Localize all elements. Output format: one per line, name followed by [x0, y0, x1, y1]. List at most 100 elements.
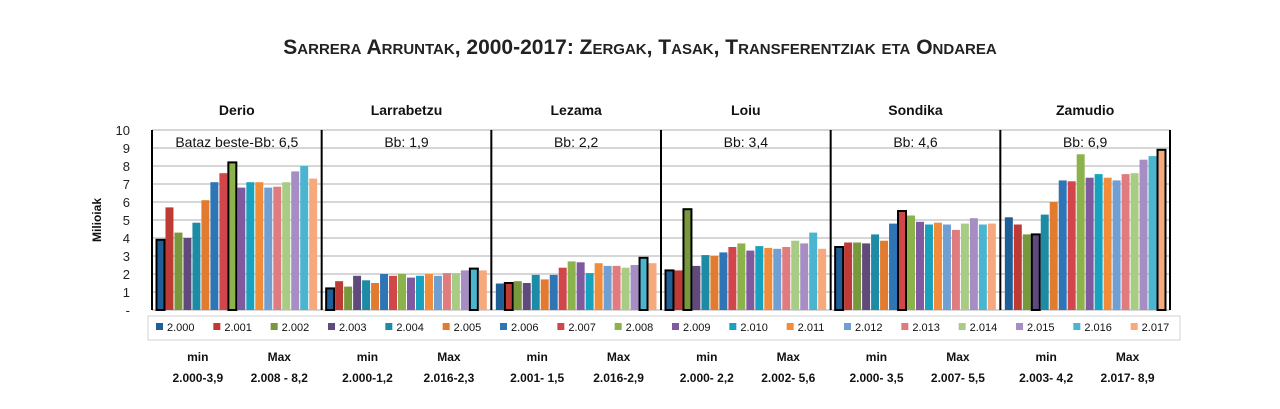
bar-zamudio-2.001 — [1013, 224, 1022, 310]
bar-larrabetzu-2.006 — [380, 274, 389, 310]
chart-title: Sarrera Arruntak, 2000-2017: Zergak, Tas… — [283, 36, 997, 59]
bar-sondika-2.003 — [862, 243, 871, 310]
bar-derio-2.000 — [155, 238, 166, 311]
bar-derio-2.008 — [227, 161, 238, 311]
bar-zamudio-2.017 — [1156, 148, 1167, 311]
legend-swatch — [270, 323, 278, 330]
legend-item: 2.006 — [511, 322, 539, 334]
bar-zamudio-2.012 — [1112, 180, 1121, 310]
bar-loiu-2.009 — [746, 250, 755, 310]
bar-sondika-2.011 — [933, 222, 942, 310]
legend-swatch — [442, 323, 450, 330]
bar-larrabetzu-2.010 — [415, 275, 424, 310]
bar-lezama-2.004 — [531, 274, 540, 310]
min-value: 2.001- 1,5 — [510, 371, 564, 385]
panel-average-label: Bb: 6,9 — [1063, 134, 1108, 150]
bar-derio-2.016 — [300, 166, 309, 310]
legend-item: 2.015 — [1027, 322, 1055, 334]
panel-average-label: Bataz beste-Bb: 6,5 — [175, 134, 298, 150]
bar-larrabetzu-2.009 — [407, 277, 415, 310]
legend-swatch — [1130, 323, 1138, 330]
bar-sondika-2.015 — [969, 218, 978, 310]
bar-sondika-2.008 — [907, 215, 915, 310]
legend-swatch — [1073, 323, 1081, 330]
bar-zamudio-2.014 — [1130, 173, 1139, 310]
y-tick-label: 3 — [123, 249, 130, 264]
bar-sondika-2.010 — [924, 224, 933, 310]
bar-larrabetzu-2.000 — [325, 287, 336, 311]
legend-swatch — [328, 323, 335, 330]
legend-swatch — [844, 323, 851, 330]
bar-lezama-2.015 — [630, 265, 639, 310]
y-tick-label: 4 — [123, 231, 130, 246]
bar-loiu-2.005 — [710, 256, 719, 310]
legend-item: 2.008 — [626, 322, 654, 334]
bar-lezama-2.003 — [522, 283, 531, 310]
bar-lezama-2.010 — [585, 273, 594, 310]
legend-swatch — [958, 323, 966, 330]
bar-loiu-2.007 — [728, 247, 737, 310]
legend-item: 2.004 — [396, 322, 424, 334]
y-tick-label: 7 — [123, 177, 130, 192]
bar-derio-2.010 — [246, 182, 255, 310]
min-value: 2.000-1,2 — [342, 371, 393, 385]
legend-item: 2.010 — [740, 322, 768, 334]
max-label: Max — [946, 350, 970, 364]
bar-loiu-2.017 — [818, 248, 827, 310]
max-label: Max — [437, 350, 461, 364]
legend-item: 2.001 — [224, 322, 252, 334]
bar-derio-2.015 — [291, 171, 300, 310]
bar-zamudio-2.004 — [1040, 214, 1049, 310]
max-label: Max — [268, 350, 292, 364]
bar-loiu-2.016 — [809, 232, 818, 310]
legend-item: 2.013 — [912, 322, 940, 334]
bar-derio-2.014 — [282, 182, 291, 310]
bar-loiu-2.013 — [782, 247, 791, 310]
legend-swatch — [1016, 323, 1023, 330]
panel-average-label: Bb: 4,6 — [893, 134, 938, 150]
panel-average-label: Bb: 1,9 — [384, 134, 429, 150]
min-label: min — [187, 350, 208, 364]
bar-lezama-2.007 — [558, 267, 567, 310]
y-axis-label: Milioiak — [90, 198, 104, 242]
max-value: 2.002- 5,6 — [761, 371, 815, 385]
panel-average-label: Bb: 2,2 — [554, 134, 599, 150]
bar-zamudio-2.002 — [1022, 234, 1031, 310]
bar-loiu-2.006 — [719, 252, 728, 310]
bar-loiu-2.011 — [764, 247, 773, 310]
bar-derio-2.011 — [255, 182, 264, 310]
y-tick-label: 10 — [116, 123, 130, 138]
min-label: min — [526, 350, 547, 364]
bar-larrabetzu-2.012 — [433, 275, 442, 310]
bar-larrabetzu-2.017 — [478, 270, 487, 310]
bar-lezama-2.005 — [540, 279, 549, 310]
legend-swatch — [557, 323, 565, 330]
panel-title: Larrabetzu — [371, 102, 443, 118]
bar-lezama-2.001 — [503, 282, 514, 311]
bar-lezama-2.000 — [495, 283, 504, 310]
bar-zamudio-2.000 — [1004, 217, 1013, 310]
legend-item: 2.012 — [855, 322, 883, 334]
bar-loiu-2.014 — [791, 240, 800, 310]
legend-item: 2.005 — [454, 322, 482, 334]
bar-lezama-2.011 — [594, 263, 603, 310]
min-value: 2.000-3,9 — [172, 371, 223, 385]
bar-loiu-2.004 — [701, 255, 710, 310]
bar-sondika-2.012 — [942, 224, 951, 310]
bar-larrabetzu-2.005 — [371, 283, 380, 310]
bar-lezama-2.008 — [567, 261, 576, 310]
max-value: 2.016-2,3 — [424, 371, 475, 385]
bar-derio-2.006 — [210, 182, 219, 310]
bar-lezama-2.006 — [549, 274, 558, 310]
bar-derio-2.004 — [192, 222, 201, 310]
bar-sondika-2.005 — [880, 240, 889, 310]
bar-lezama-2.014 — [621, 267, 630, 310]
bar-lezama-2.012 — [603, 265, 612, 310]
min-label: min — [357, 350, 378, 364]
max-value: 2.016-2,9 — [593, 371, 644, 385]
bar-derio-2.001 — [165, 207, 174, 310]
bar-sondika-2.016 — [978, 224, 987, 310]
bar-zamudio-2.015 — [1139, 159, 1148, 310]
bar-derio-2.005 — [201, 200, 210, 310]
